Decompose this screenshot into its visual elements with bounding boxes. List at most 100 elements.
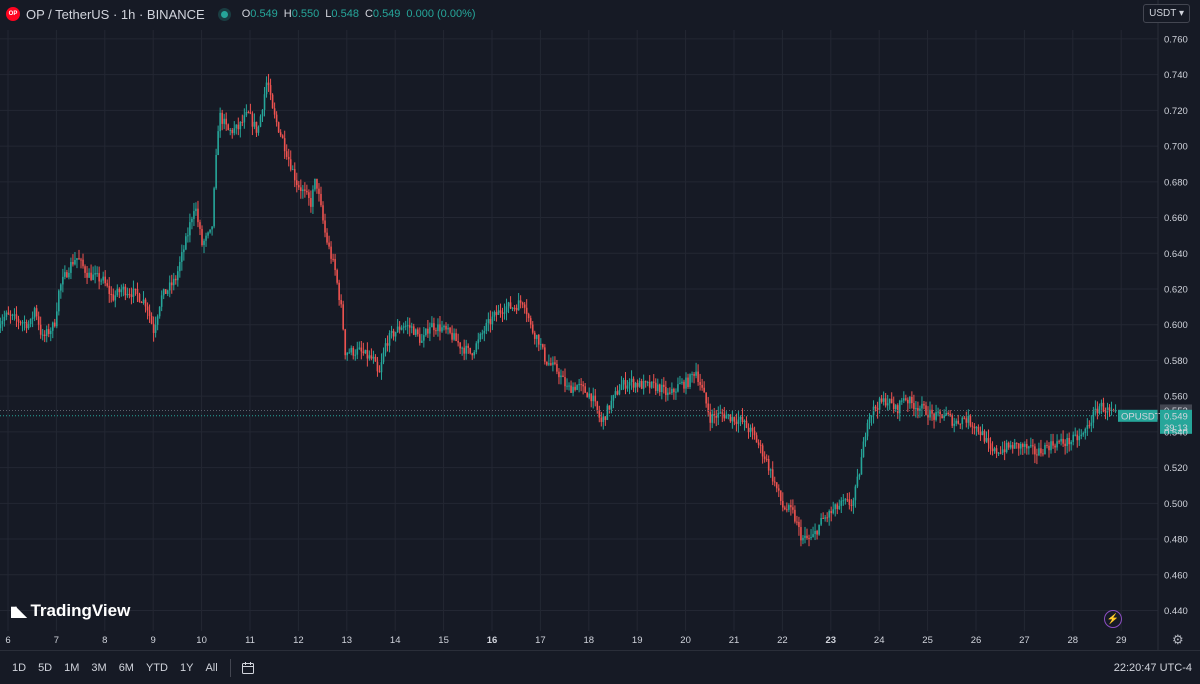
candle-body	[612, 395, 615, 401]
candle-body	[747, 427, 750, 433]
candle-body	[433, 323, 435, 331]
candle-body	[193, 211, 195, 219]
candle-body	[1038, 448, 1040, 456]
candle-body	[209, 229, 211, 233]
candle-body	[826, 517, 828, 519]
y-tick-label: 0.700	[1164, 142, 1188, 153]
range-6m-button[interactable]: 6M	[118, 661, 134, 674]
candle-body	[757, 442, 760, 445]
candle-body	[836, 504, 839, 510]
candle-body	[913, 403, 915, 410]
candle-body	[846, 499, 849, 501]
candle-body	[1110, 409, 1113, 411]
clock-timezone[interactable]: 22:20:47 UTC-4	[1113, 661, 1192, 674]
candle-body	[261, 109, 264, 117]
lightning-icon[interactable]: ⚡	[1104, 610, 1122, 628]
candle-body	[406, 325, 409, 327]
candle-body	[975, 426, 978, 429]
candle-body	[862, 441, 865, 458]
candle-body	[584, 386, 586, 393]
candle-body	[830, 511, 833, 514]
candle-body	[570, 385, 572, 393]
candle-body	[423, 335, 425, 341]
candle-body	[953, 423, 956, 426]
range-1y-button[interactable]: 1Y	[179, 661, 194, 674]
x-tick-label: 17	[535, 635, 546, 646]
currency-select[interactable]: USDT ▾	[1143, 4, 1190, 23]
candle-body	[96, 273, 98, 275]
range-ytd-button[interactable]: YTD	[145, 661, 168, 674]
candle-body	[923, 403, 925, 406]
candle-body	[540, 344, 542, 346]
candle-body	[745, 420, 748, 428]
x-tick-label: 13	[342, 635, 353, 646]
candle-body	[792, 507, 794, 510]
candle-body	[31, 317, 34, 319]
candle-body	[933, 413, 935, 420]
candle-body	[259, 116, 262, 127]
candle-body	[884, 398, 887, 406]
op-logo-icon: OP	[6, 7, 20, 21]
candle-body	[900, 400, 903, 402]
y-tick-label: 0.480	[1164, 535, 1188, 546]
candle-body	[78, 258, 80, 260]
tradingview-logo[interactable]: ▮◣ TradingView	[10, 601, 130, 621]
candle-body	[1050, 441, 1052, 451]
candle-body	[136, 288, 139, 295]
candle-body	[221, 112, 223, 124]
candle-body	[624, 380, 627, 389]
market-status-icon[interactable]	[220, 10, 228, 18]
candle-body	[1082, 433, 1085, 435]
x-tick-label: 22	[777, 635, 788, 646]
candle-body	[374, 356, 377, 362]
symbol-title[interactable]: OP / TetherUS · 1h · BINANCE	[26, 6, 205, 22]
candle-body	[352, 347, 355, 356]
candle-body	[154, 324, 157, 333]
candle-body	[273, 108, 276, 115]
candle-body	[832, 509, 835, 514]
range-all-button[interactable]: All	[205, 661, 218, 674]
candle-body	[255, 121, 258, 133]
y-tick-label: 0.740	[1164, 70, 1188, 81]
candle-body	[82, 259, 84, 267]
candle-body	[382, 352, 385, 363]
settings-gear-icon[interactable]: ⚙	[1172, 632, 1184, 647]
x-tick-label: 15	[438, 635, 449, 646]
range-5d-button[interactable]: 5D	[38, 661, 53, 674]
candle-body	[7, 312, 10, 315]
candle-body	[166, 290, 169, 294]
x-tick-label: 18	[584, 635, 595, 646]
chart-header: OP OP / TetherUS · 1h · BINANCE O0.549 H…	[6, 4, 476, 24]
candle-body	[245, 111, 248, 116]
candle-body	[1030, 445, 1032, 447]
candle-body	[1015, 442, 1018, 444]
candle-body	[421, 340, 423, 343]
candle-body	[191, 218, 193, 223]
candle-body	[981, 430, 984, 436]
candle-body	[544, 347, 546, 362]
candle-body	[969, 415, 972, 426]
ohlc-close: C0.549	[364, 8, 401, 20]
candle-body	[1001, 449, 1004, 454]
candle-body	[110, 293, 113, 295]
range-1d-button[interactable]: 1D	[12, 661, 27, 674]
candle-body	[205, 235, 207, 241]
candle-body	[495, 312, 498, 315]
candle-body	[739, 416, 742, 420]
calendar-icon[interactable]	[241, 661, 255, 675]
range-3m-button[interactable]: 3M	[91, 661, 107, 674]
candle-body	[903, 398, 905, 401]
candle-body	[741, 416, 744, 422]
candle-body	[1072, 434, 1075, 442]
ohlc-high: H0.550	[283, 8, 320, 20]
candle-body	[790, 505, 792, 508]
candle-body	[219, 112, 221, 132]
candle-body	[993, 448, 996, 452]
candle-body	[483, 330, 486, 334]
x-tick-label: 19	[632, 635, 643, 646]
bottom-toolbar: 1D 5D 1M 3M 6M YTD 1Y All 22:20:47 UTC-4	[0, 650, 1200, 684]
range-1m-button[interactable]: 1M	[64, 661, 80, 674]
y-tick-label: 0.440	[1164, 606, 1188, 617]
